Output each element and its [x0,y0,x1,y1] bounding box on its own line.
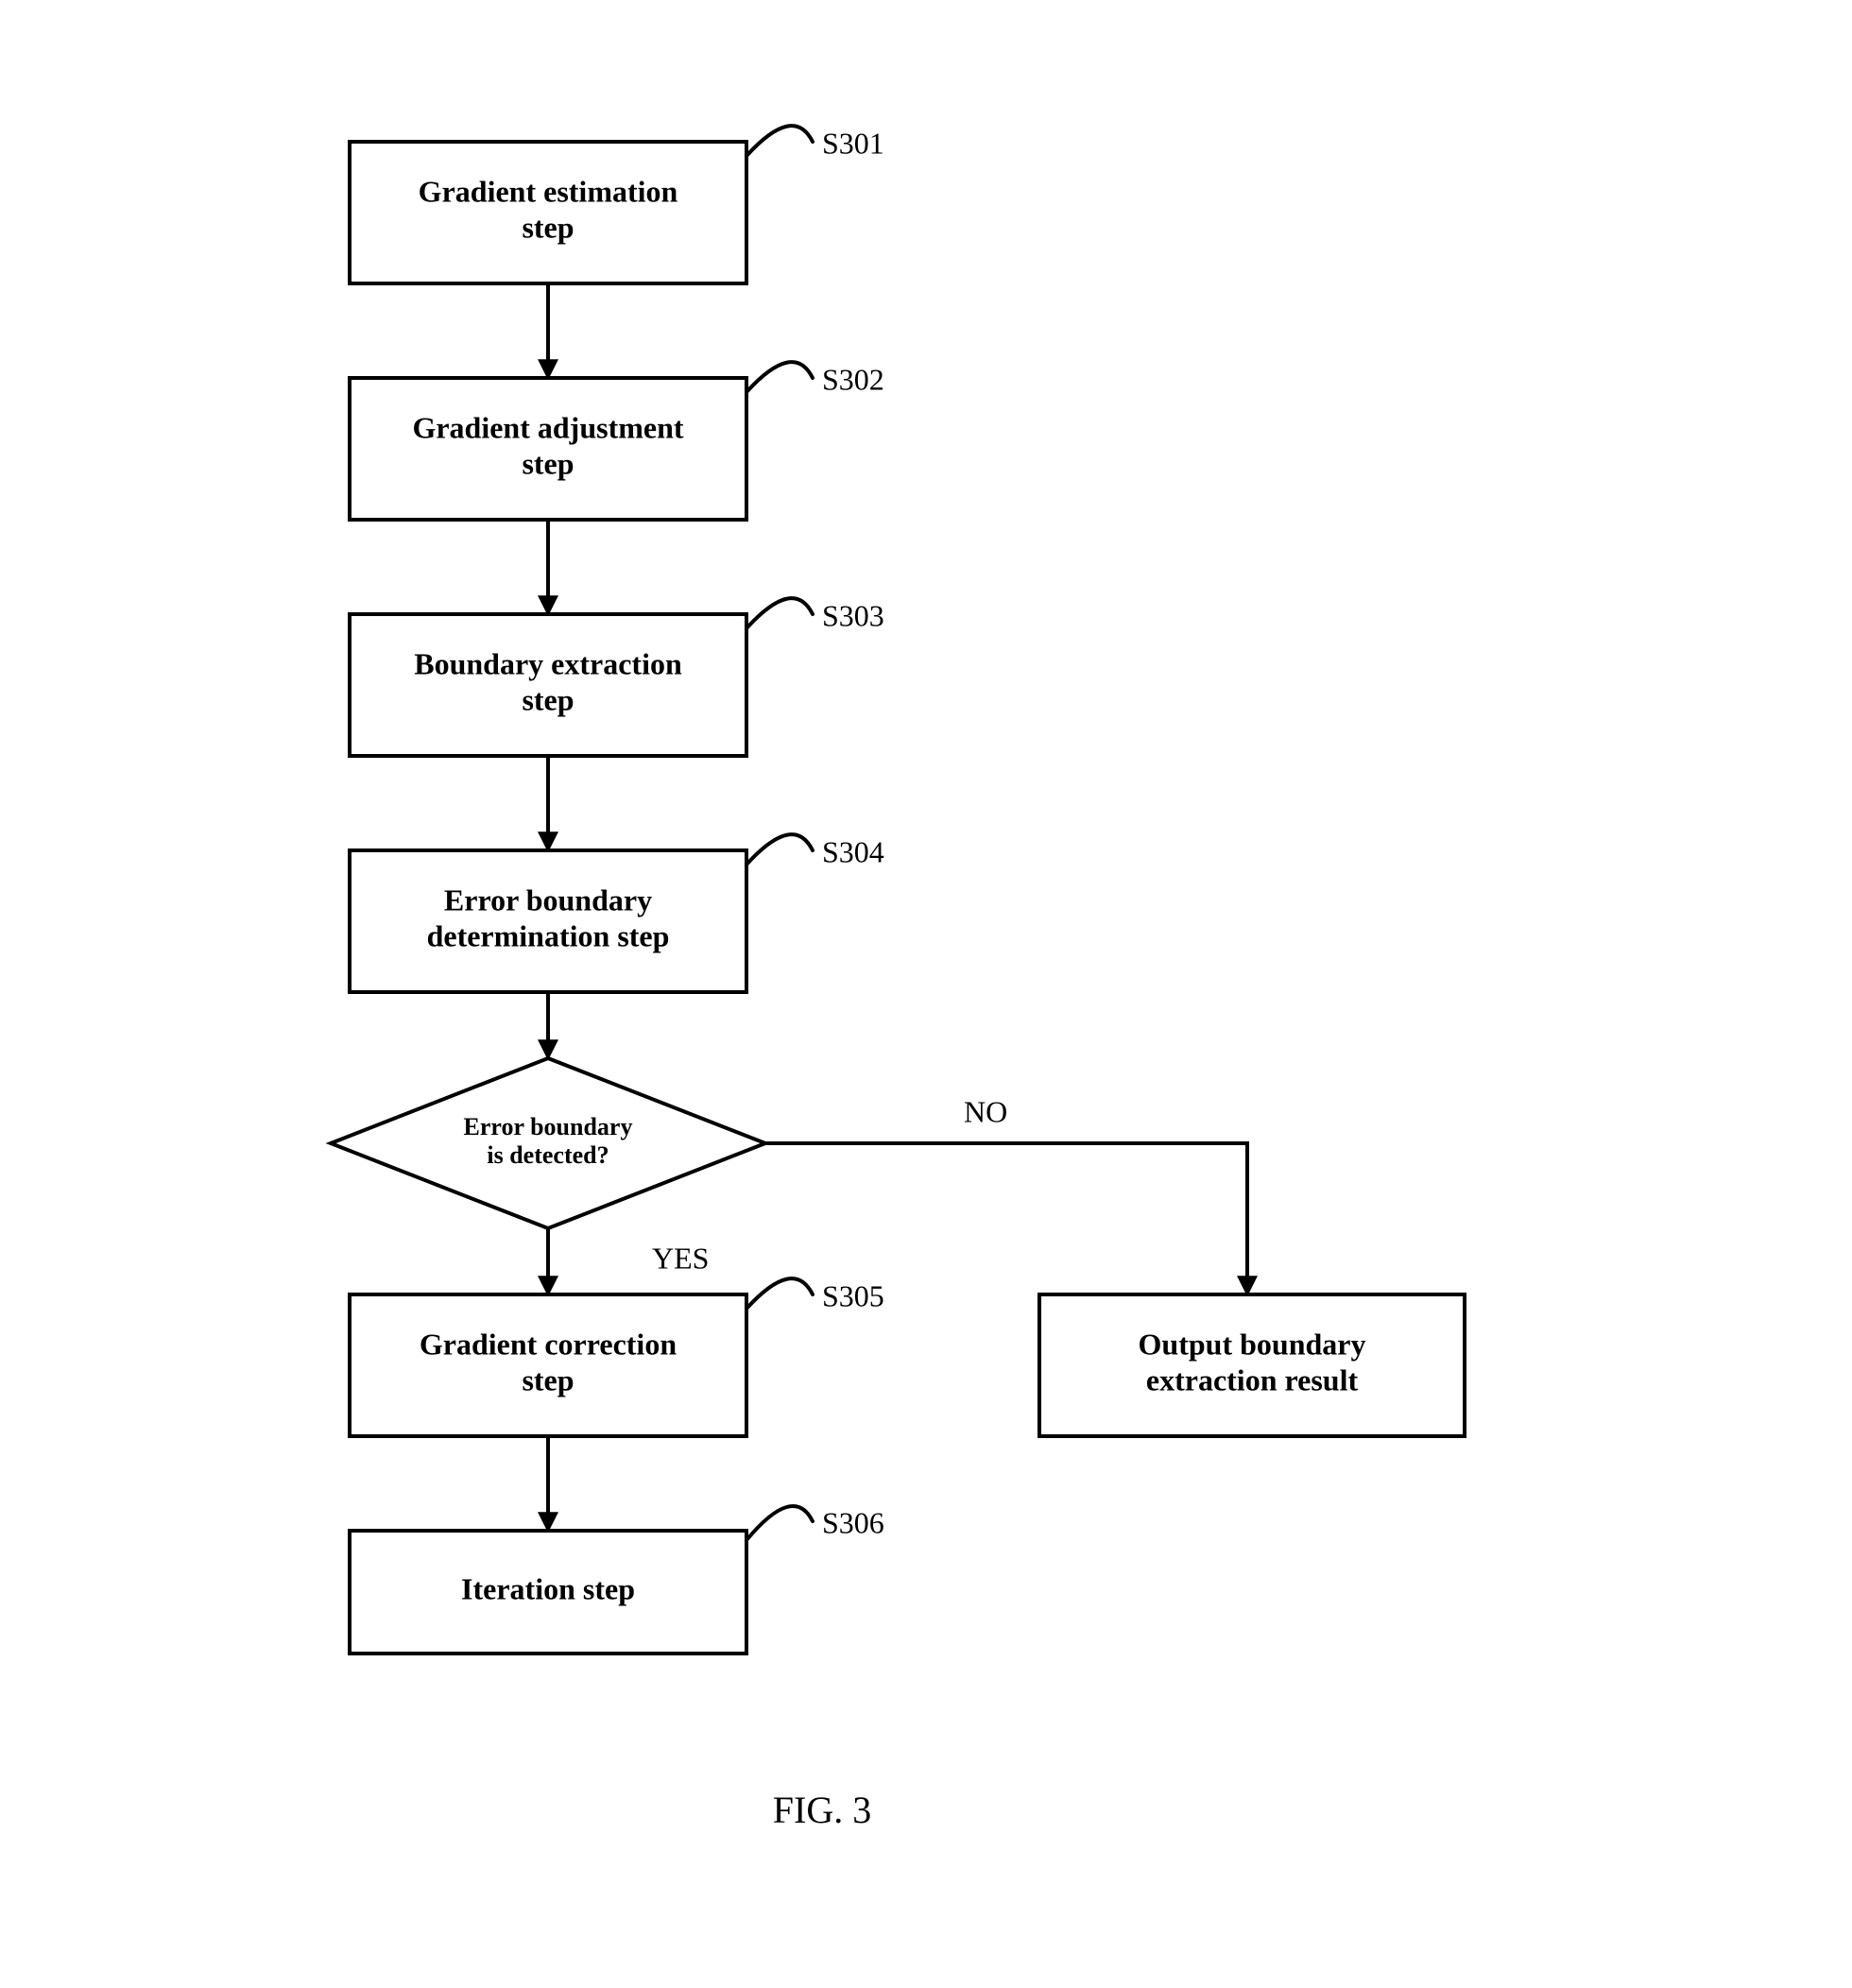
step-label-s304: S304 [822,834,884,868]
process-box-s303: Boundary extractionstep [350,614,746,756]
process-box-s304: Error boundarydetermination step [350,850,746,992]
step-label-s305: S305 [822,1278,884,1312]
step-label-s303: S303 [822,598,884,632]
no-label: NO [964,1094,1007,1128]
box-text: step [522,446,574,480]
box-text: Boundary extraction [414,646,682,680]
box-text: step [522,210,574,244]
box-text: determination step [427,918,670,952]
box-text: step [522,682,574,716]
callout-curve [746,834,813,865]
process-box-s306: Iteration step [350,1531,746,1654]
box-text: Gradient correction [420,1327,677,1361]
callout-curve [746,362,813,392]
process-box-s305: Gradient correctionstep [350,1294,746,1436]
callout-curve [746,1278,813,1309]
step-label-s306: S306 [822,1505,884,1539]
box-text: step [522,1362,574,1397]
callout-curve [746,126,813,156]
callout-curve [746,598,813,628]
decision-text: Error boundary [464,1113,633,1140]
box-text: Gradient estimation [419,174,678,208]
yes-label: YES [652,1241,709,1275]
no-branch-arrow [765,1143,1247,1294]
figure-caption: FIG. 3 [773,1789,871,1831]
step-label-s301: S301 [822,126,884,160]
box-text: extraction result [1146,1362,1359,1397]
process-box-s302: Gradient adjustmentstep [350,378,746,520]
box-text: Gradient adjustment [412,410,683,444]
decision-text: is detected? [487,1141,609,1169]
process-box-s301: Gradient estimationstep [350,142,746,283]
callout-curve [746,1506,813,1540]
box-text: Output boundary [1139,1327,1366,1361]
box-text: Iteration step [461,1571,635,1605]
process-box-output: Output boundaryextraction result [1039,1294,1465,1436]
box-text: Error boundary [444,883,652,917]
decision-diamond: Error boundaryis detected? [331,1058,765,1228]
step-label-s302: S302 [822,362,884,396]
